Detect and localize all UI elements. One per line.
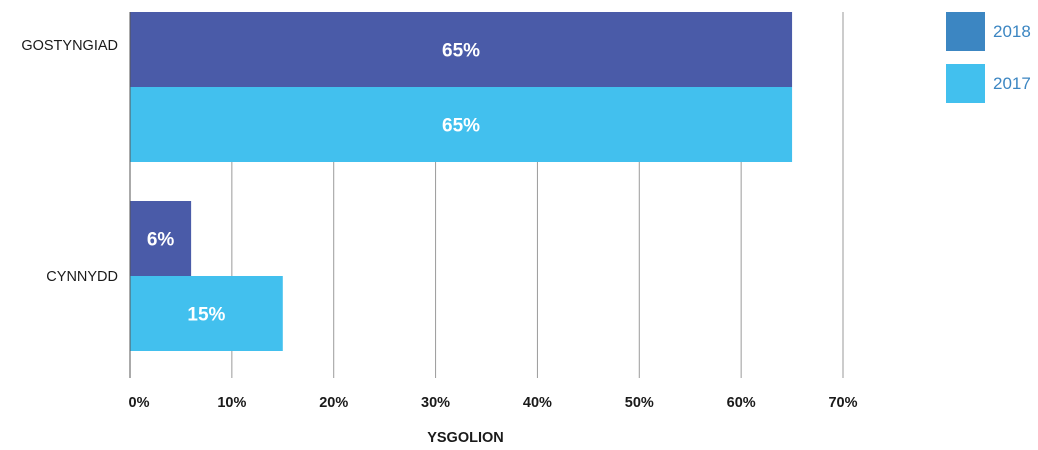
data-label-gostyngiad-2018: 65% bbox=[442, 41, 480, 62]
bar-cynnydd-2018 bbox=[130, 201, 192, 276]
legend-item-2017: 2017 bbox=[946, 64, 1031, 103]
category-label-cynnydd: CYNNYDD bbox=[46, 269, 118, 285]
x-tick-label-50: 50% bbox=[625, 395, 654, 411]
category-label-gostyngiad: GOSTYNGIAD bbox=[21, 38, 118, 54]
legend-swatch-2018 bbox=[946, 12, 985, 51]
x-tick-label-0: 0% bbox=[129, 395, 150, 411]
bar-cynnydd-2017 bbox=[130, 276, 283, 351]
x-axis-title: YSGOLION bbox=[427, 430, 504, 445]
legend-item-2018: 2018 bbox=[946, 12, 1031, 51]
x-tick-label-10: 10% bbox=[217, 395, 246, 411]
x-tick-label-70: 70% bbox=[828, 395, 857, 411]
x-tick-label-30: 30% bbox=[421, 395, 450, 411]
bar-gostyngiad-2018 bbox=[130, 12, 793, 87]
bar-gostyngiad-2017 bbox=[130, 87, 793, 162]
x-tick-label-20: 20% bbox=[319, 395, 348, 411]
legend-label-2018: 2018 bbox=[993, 22, 1031, 41]
x-tick-label-40: 40% bbox=[523, 395, 552, 411]
legend-label-2017: 2017 bbox=[993, 74, 1031, 93]
data-label-gostyngiad-2017: 65% bbox=[442, 116, 480, 137]
data-label-cynnydd-2018: 6% bbox=[147, 230, 175, 251]
x-tick-label-60: 60% bbox=[727, 395, 756, 411]
data-label-cynnydd-2017: 15% bbox=[187, 305, 225, 326]
legend-swatch-2017 bbox=[946, 64, 985, 103]
chart-legend: 2018 2017 bbox=[946, 12, 1031, 116]
